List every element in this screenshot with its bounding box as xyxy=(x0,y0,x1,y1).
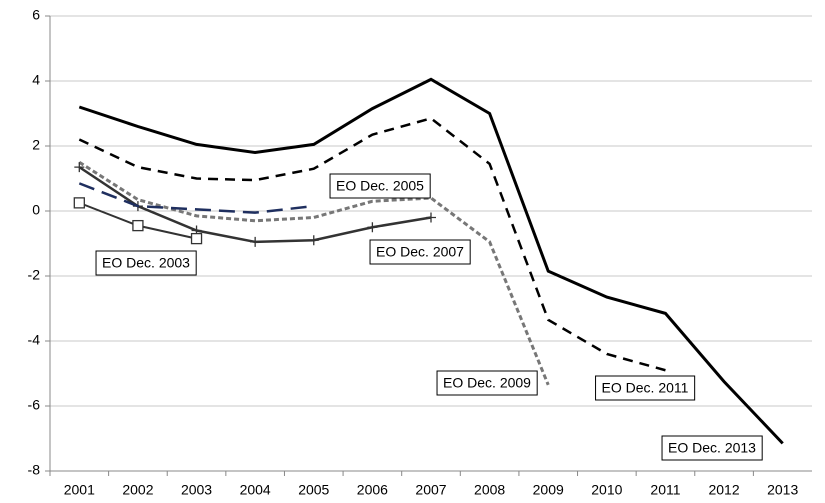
label-box xyxy=(369,239,471,265)
point-marker xyxy=(74,162,85,173)
label-box xyxy=(436,370,538,396)
y-tick-label: -2 xyxy=(28,267,41,283)
legend-label: EO Dec. 2009 xyxy=(443,375,531,391)
x-tick-label: 2001 xyxy=(64,482,95,498)
x-tick-label: 2010 xyxy=(591,482,622,498)
series-label: EO Dec. 2009 xyxy=(436,370,538,396)
point-marker xyxy=(250,236,261,247)
point-marker xyxy=(132,219,144,232)
x-tick-label: 2002 xyxy=(122,482,153,498)
x-tick-label: 2006 xyxy=(357,482,388,498)
x-tick-label: 2003 xyxy=(181,482,212,498)
label-box xyxy=(595,375,696,401)
legend-label: EO Dec. 2013 xyxy=(668,440,756,456)
label-box xyxy=(661,435,763,461)
series-label: EO Dec. 2011 xyxy=(595,375,696,401)
x-tick-label: 2012 xyxy=(708,482,739,498)
y-tick-label: -6 xyxy=(28,397,41,413)
series-line xyxy=(78,77,784,445)
series-label: EO Dec. 2007 xyxy=(369,239,471,265)
series-line xyxy=(78,117,666,372)
series-label: EO Dec. 2005 xyxy=(329,173,431,199)
y-tick-label: -4 xyxy=(28,332,41,348)
x-tick-label: 2008 xyxy=(474,482,505,498)
x-tick-label: 2007 xyxy=(415,482,446,498)
series-label: EO Dec. 2003 xyxy=(95,250,197,276)
series-label: EO Dec. 2013 xyxy=(661,435,763,461)
point-marker xyxy=(190,232,203,245)
y-tick-label: -8 xyxy=(28,462,41,478)
y-tick-label: 6 xyxy=(32,7,40,23)
series-line xyxy=(78,182,314,214)
point-marker xyxy=(308,235,319,246)
x-tick-label: 2005 xyxy=(298,482,329,498)
label-box xyxy=(95,250,197,276)
legend-label: EO Dec. 2011 xyxy=(602,380,689,396)
x-tick-label: 2013 xyxy=(767,482,798,498)
point-marker xyxy=(426,212,436,223)
x-tick-label: 2011 xyxy=(650,482,680,498)
label-box xyxy=(329,173,431,199)
point-marker xyxy=(73,197,85,209)
y-tick-label: 2 xyxy=(32,137,40,153)
point-marker xyxy=(367,222,378,233)
y-tick-label: 4 xyxy=(32,72,40,88)
series-line xyxy=(78,160,550,386)
y-tick-label: 0 xyxy=(32,202,40,218)
legend-label: EO Dec. 2003 xyxy=(102,255,190,271)
legend-label: EO Dec. 2005 xyxy=(336,178,424,194)
x-tick-label: 2004 xyxy=(240,482,271,498)
legend-label: EO Dec. 2007 xyxy=(376,244,464,260)
x-tick-label: 2009 xyxy=(533,482,564,498)
